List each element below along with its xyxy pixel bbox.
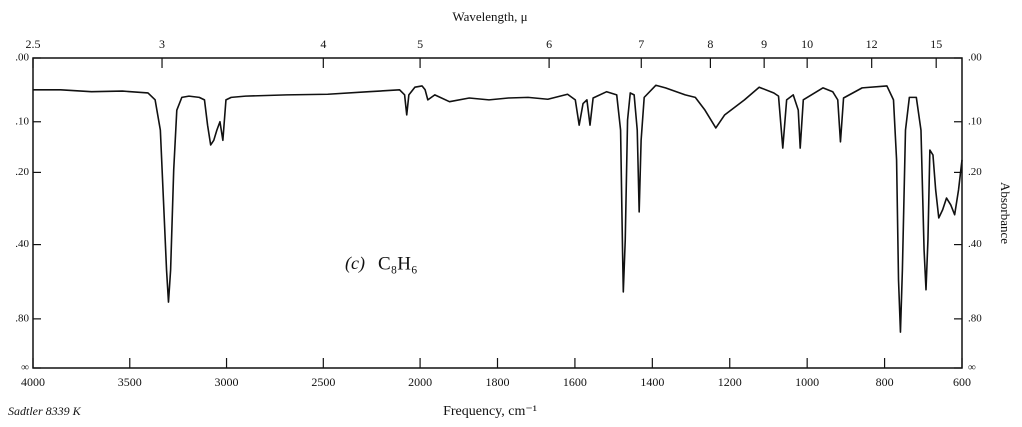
x-tick-label: 1400 — [640, 375, 664, 389]
x2-tick-label: 10 — [801, 37, 813, 51]
x-tick-label: 2000 — [408, 375, 432, 389]
x2-tick-label: 9 — [761, 37, 767, 51]
y-tick-label-right: .20 — [968, 166, 982, 178]
spectrum-line — [33, 84, 963, 333]
formula: C₈H₆ — [378, 253, 418, 274]
x-tick-label: 1000 — [795, 375, 819, 389]
y-tick-label: .00 — [15, 52, 29, 64]
x2-tick-label: 4 — [320, 37, 326, 51]
y-tick-label-right: ∞ — [968, 362, 976, 374]
x2-tick-label: 8 — [707, 37, 713, 51]
y-tick-label-right: .40 — [968, 238, 982, 250]
y-tick-label: .80 — [15, 312, 29, 324]
y-axis-title: Absorbance — [998, 182, 1013, 244]
y-tick-label: .10 — [15, 115, 29, 127]
x-tick-label: 3500 — [118, 375, 142, 389]
x2-tick-label: 15 — [930, 37, 942, 51]
y-tick-label: ∞ — [21, 362, 29, 374]
x-tick-label: 600 — [953, 375, 971, 389]
x-axis-title: Frequency, cm⁻¹ — [443, 404, 537, 419]
x-tick-label: 2500 — [311, 375, 335, 389]
y-tick-label: .20 — [15, 166, 29, 178]
y-tick-label-right: .10 — [968, 115, 982, 127]
x-tick-label: 1200 — [718, 375, 742, 389]
x2-axis-title: Wavelength, μ — [452, 9, 527, 24]
y-tick-label: .40 — [15, 238, 29, 250]
x2-tick-label: 3 — [159, 37, 165, 51]
x2-tick-label: 2.5 — [26, 37, 41, 51]
x2-tick-label: 7 — [638, 37, 644, 51]
x-tick-label: 1800 — [486, 375, 510, 389]
panel-label: (c) — [345, 253, 365, 274]
y-tick-label-right: .80 — [968, 312, 982, 324]
source-note: Sadtler 8339 K — [8, 404, 82, 418]
x2-tick-label: 6 — [546, 37, 552, 51]
x-tick-label: 3000 — [215, 375, 239, 389]
x2-tick-label: 12 — [866, 37, 878, 51]
x2-tick-label: 5 — [417, 37, 423, 51]
x-tick-label: 800 — [876, 375, 894, 389]
x-tick-label: 1600 — [563, 375, 587, 389]
y-tick-label-right: .00 — [968, 52, 982, 64]
x-tick-label: 4000 — [21, 375, 45, 389]
